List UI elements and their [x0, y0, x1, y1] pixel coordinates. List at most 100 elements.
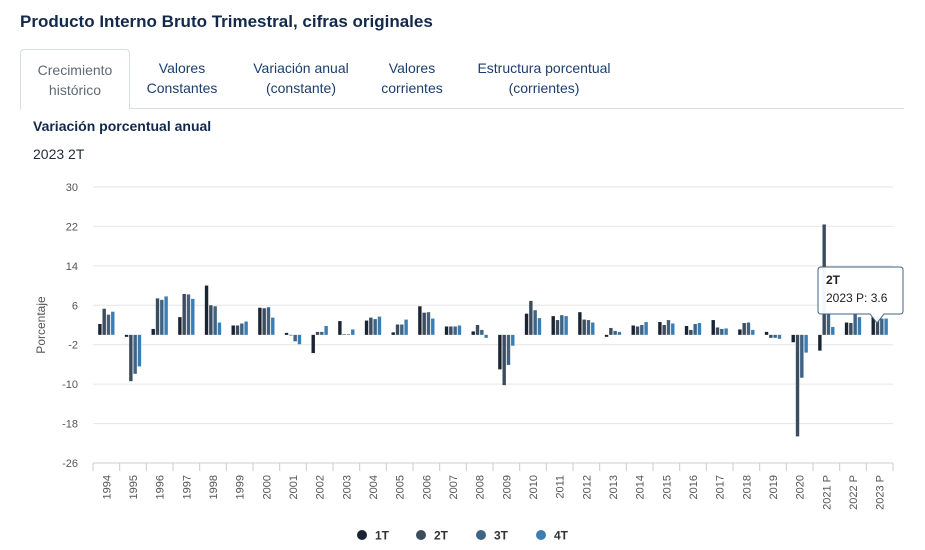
- legend-marker[interactable]: [476, 530, 486, 540]
- bar[interactable]: [160, 299, 164, 335]
- bar[interactable]: [764, 331, 769, 335]
- bar[interactable]: [204, 285, 209, 335]
- bar[interactable]: [422, 312, 426, 335]
- bar[interactable]: [400, 324, 404, 335]
- bar[interactable]: [804, 334, 808, 353]
- bar[interactable]: [738, 329, 742, 335]
- bar[interactable]: [800, 334, 804, 378]
- bar[interactable]: [240, 323, 244, 335]
- bar[interactable]: [338, 321, 342, 335]
- bar[interactable]: [266, 307, 271, 335]
- bar[interactable]: [880, 318, 884, 335]
- bar[interactable]: [346, 334, 351, 335]
- bar[interactable]: [182, 293, 186, 335]
- bar[interactable]: [324, 325, 328, 335]
- bar[interactable]: [724, 328, 728, 335]
- legend-label[interactable]: 2T: [434, 529, 449, 543]
- bar[interactable]: [613, 330, 617, 335]
- bar[interactable]: [231, 325, 235, 335]
- bar[interactable]: [364, 320, 369, 335]
- bar[interactable]: [604, 334, 609, 337]
- bar[interactable]: [471, 331, 475, 335]
- bar[interactable]: [284, 332, 289, 335]
- bar[interactable]: [235, 325, 240, 335]
- bar[interactable]: [342, 334, 346, 335]
- legend-marker[interactable]: [536, 530, 546, 540]
- bar[interactable]: [689, 329, 693, 335]
- bar[interactable]: [164, 296, 168, 335]
- bar[interactable]: [124, 334, 129, 337]
- bar[interactable]: [457, 325, 462, 335]
- bar[interactable]: [640, 325, 644, 335]
- legend-marker[interactable]: [357, 530, 367, 540]
- bar[interactable]: [404, 319, 408, 335]
- bar[interactable]: [777, 334, 782, 339]
- bar[interactable]: [311, 334, 315, 354]
- bar[interactable]: [137, 334, 142, 367]
- bar[interactable]: [529, 300, 533, 335]
- bar[interactable]: [578, 312, 582, 335]
- bar[interactable]: [551, 316, 555, 335]
- bar[interactable]: [449, 326, 453, 335]
- bar[interactable]: [857, 317, 862, 335]
- bar[interactable]: [431, 318, 435, 335]
- bar[interactable]: [178, 317, 182, 335]
- bar[interactable]: [818, 334, 822, 351]
- bar[interactable]: [102, 308, 106, 335]
- bar[interactable]: [697, 323, 702, 335]
- bar[interactable]: [586, 320, 591, 335]
- bar[interactable]: [98, 324, 102, 335]
- bar[interactable]: [129, 334, 133, 382]
- bar[interactable]: [191, 298, 195, 335]
- tab-crecimiento-historico[interactable]: Crecimiento histórico: [20, 49, 130, 110]
- bar[interactable]: [853, 313, 857, 335]
- tab-valores-corrientes[interactable]: Valores corrientes: [364, 49, 460, 107]
- bar[interactable]: [506, 334, 511, 365]
- bar[interactable]: [453, 326, 457, 335]
- bar[interactable]: [742, 323, 746, 335]
- bar[interactable]: [395, 324, 400, 335]
- bar[interactable]: [480, 329, 484, 335]
- bar[interactable]: [693, 324, 697, 335]
- bar[interactable]: [720, 328, 724, 335]
- bar[interactable]: [711, 320, 715, 335]
- bar[interactable]: [582, 319, 586, 335]
- bar[interactable]: [217, 322, 222, 335]
- bar[interactable]: [831, 326, 835, 335]
- bar[interactable]: [751, 329, 755, 335]
- bar[interactable]: [155, 298, 160, 335]
- bar[interactable]: [631, 325, 635, 335]
- bar[interactable]: [369, 317, 373, 335]
- bar[interactable]: [560, 315, 564, 335]
- bar[interactable]: [591, 322, 595, 335]
- bar[interactable]: [320, 331, 324, 335]
- bar[interactable]: [391, 332, 395, 335]
- bar[interactable]: [617, 331, 622, 335]
- bar[interactable]: [297, 334, 302, 345]
- legend-label[interactable]: 1T: [375, 529, 390, 543]
- bar[interactable]: [133, 334, 137, 374]
- bar[interactable]: [289, 334, 293, 336]
- bar[interactable]: [511, 334, 515, 346]
- bar[interactable]: [791, 334, 795, 343]
- legend-marker[interactable]: [416, 530, 426, 540]
- bar[interactable]: [844, 322, 849, 335]
- bar[interactable]: [524, 313, 529, 335]
- bar[interactable]: [258, 307, 262, 335]
- bar[interactable]: [635, 326, 640, 335]
- bar[interactable]: [533, 310, 537, 335]
- bar[interactable]: [671, 323, 675, 335]
- bar[interactable]: [826, 313, 831, 335]
- bar[interactable]: [884, 318, 888, 335]
- bar[interactable]: [377, 316, 382, 335]
- bar[interactable]: [484, 334, 488, 338]
- bar[interactable]: [662, 325, 666, 335]
- bar[interactable]: [271, 317, 275, 335]
- bar[interactable]: [658, 322, 662, 335]
- bar[interactable]: [715, 327, 720, 335]
- bar[interactable]: [373, 319, 377, 335]
- tab-variacion-anual[interactable]: Variación anual (constante): [242, 49, 360, 107]
- tab-valores-constantes[interactable]: Valores Constantes: [132, 49, 232, 107]
- bar[interactable]: [426, 312, 431, 335]
- bar[interactable]: [684, 325, 689, 335]
